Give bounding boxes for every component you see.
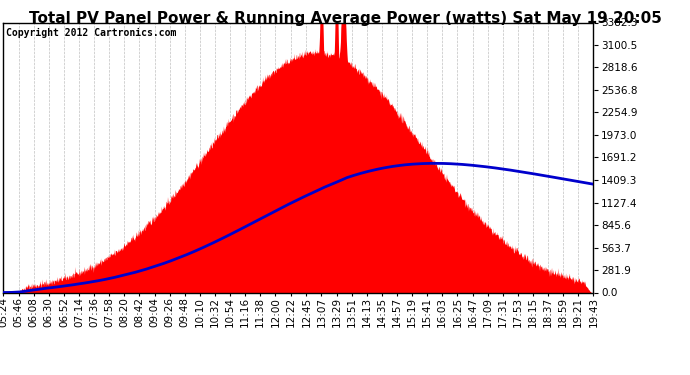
- Text: Copyright 2012 Cartronics.com: Copyright 2012 Cartronics.com: [6, 28, 177, 38]
- Text: Total PV Panel Power & Running Average Power (watts) Sat May 19 20:05: Total PV Panel Power & Running Average P…: [28, 11, 662, 26]
